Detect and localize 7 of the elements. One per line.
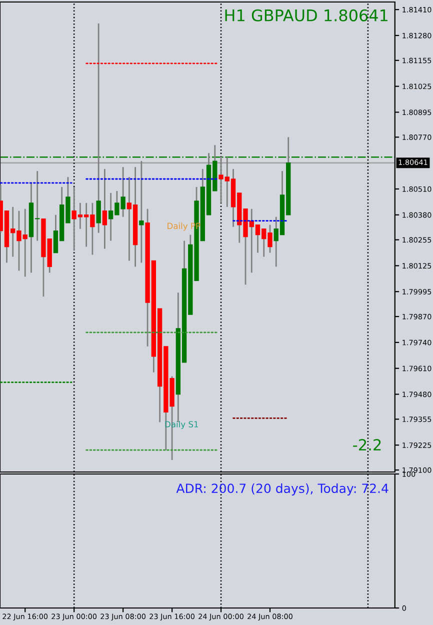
candlestick (102, 168, 108, 250)
chart-title: H1 GBPAUD 1.80641 (225, 9, 388, 22)
annotation: Daily S1 (165, 420, 198, 430)
annotation: -2.2 (353, 439, 381, 450)
annotation: ADR: 200.7 (20 days), Today: 72.4 (176, 483, 388, 496)
annotation: Daily PP (168, 222, 200, 231)
candlestick (139, 160, 144, 264)
